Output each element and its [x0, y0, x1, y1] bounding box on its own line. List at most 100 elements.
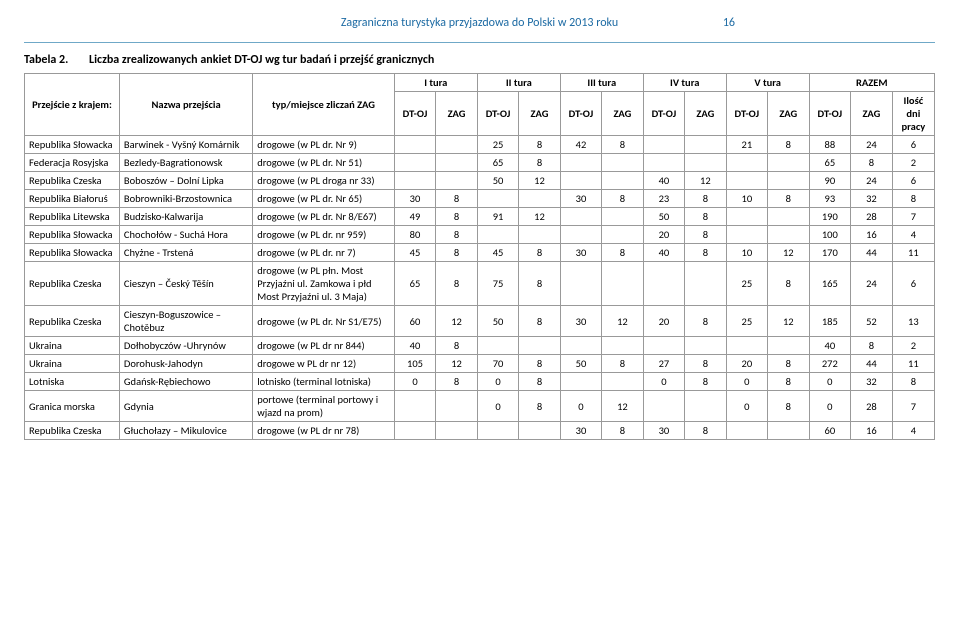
- cell-value: 20: [643, 306, 684, 337]
- cell-value: 30: [394, 190, 435, 208]
- cell-kraj: Ukraina: [25, 337, 120, 355]
- cell-value: 60: [809, 422, 850, 440]
- cell-value: [602, 262, 644, 306]
- cell-value: [602, 337, 644, 355]
- cell-value: [726, 154, 767, 172]
- cell-value: [726, 172, 767, 190]
- cell-value: 32: [851, 373, 893, 391]
- cell-value: 42: [560, 136, 601, 154]
- sub-zag-header: ZAG: [602, 92, 644, 136]
- cell-value: 0: [477, 391, 518, 422]
- cell-value: 8: [519, 306, 561, 337]
- cell-value: 8: [767, 373, 809, 391]
- razem-zag-header: ZAG: [851, 92, 893, 136]
- cell-kraj: Granica morska: [25, 391, 120, 422]
- cell-value: 40: [809, 337, 850, 355]
- cell-value: 105: [394, 355, 435, 373]
- cell-value: [560, 337, 601, 355]
- cell-value: 20: [726, 355, 767, 373]
- cell-value: 25: [477, 136, 518, 154]
- cell-value: 12: [519, 172, 561, 190]
- table-row: Republika CzeskaCieszyn-Boguszowice – Ch…: [25, 306, 935, 337]
- cell-typ: drogowe (w PL dr nr 78): [253, 422, 395, 440]
- cell-value: [560, 172, 601, 190]
- cell-value: [685, 154, 727, 172]
- cell-value: 8: [602, 244, 644, 262]
- cell-value: 8: [685, 355, 727, 373]
- cell-typ: drogowe (w PL dr. Nr 9): [253, 136, 395, 154]
- cell-nazwa: Gdynia: [119, 391, 252, 422]
- cell-value: 8: [602, 136, 644, 154]
- cell-value: [560, 373, 601, 391]
- cell-value: 11: [892, 355, 934, 373]
- cell-value: 8: [602, 355, 644, 373]
- cell-nazwa: Chochołów - Suchá Hora: [119, 226, 252, 244]
- cell-value: [560, 208, 601, 226]
- cell-value: 8: [685, 422, 727, 440]
- cell-value: [602, 172, 644, 190]
- cell-value: 12: [436, 355, 478, 373]
- cell-value: [726, 226, 767, 244]
- tura2-header: II tura: [477, 74, 560, 92]
- cell-value: [643, 136, 684, 154]
- cell-kraj: Republika Słowacka: [25, 136, 120, 154]
- cell-value: [560, 226, 601, 244]
- cell-value: 8: [519, 244, 561, 262]
- cell-kraj: Republika Litewska: [25, 208, 120, 226]
- table-row: UkrainaDorohusk-Jahodyndrogowe w PL dr n…: [25, 355, 935, 373]
- cell-value: 12: [602, 391, 644, 422]
- cell-value: 12: [436, 306, 478, 337]
- cell-value: [560, 262, 601, 306]
- sub-zag-header: ZAG: [519, 92, 561, 136]
- cell-value: [685, 391, 727, 422]
- table-row: LotniskaGdańsk-Rębiechowolotnisko (termi…: [25, 373, 935, 391]
- cell-value: 0: [643, 373, 684, 391]
- cell-value: [643, 337, 684, 355]
- table-row: UkrainaDołhobyczów -Uhrynówdrogowe (w PL…: [25, 337, 935, 355]
- cell-value: 8: [685, 226, 727, 244]
- cell-value: 30: [560, 306, 601, 337]
- sub-dt-header: DT-OJ: [726, 92, 767, 136]
- cell-value: 185: [809, 306, 850, 337]
- cell-value: 8: [892, 373, 934, 391]
- cell-value: 165: [809, 262, 850, 306]
- data-table: Przejście z krajem: Nazwa przejścia typ/…: [24, 73, 935, 440]
- cell-kraj: Republika Słowacka: [25, 244, 120, 262]
- cell-value: [394, 391, 435, 422]
- cell-typ: drogowe (w PL dr. Nr S1/E75): [253, 306, 395, 337]
- cell-value: [394, 154, 435, 172]
- cell-value: [726, 208, 767, 226]
- cell-typ: drogowe (w PL droga nr 33): [253, 172, 395, 190]
- tura5-header: V tura: [726, 74, 809, 92]
- tura4-header: IV tura: [643, 74, 726, 92]
- cell-kraj: Lotniska: [25, 373, 120, 391]
- cell-value: 8: [436, 373, 478, 391]
- cell-value: 6: [892, 136, 934, 154]
- cell-value: 7: [892, 208, 934, 226]
- cell-value: 10: [726, 244, 767, 262]
- cell-value: 0: [726, 391, 767, 422]
- header-rule: [24, 42, 935, 43]
- cell-value: 12: [767, 244, 809, 262]
- cell-value: 7: [892, 391, 934, 422]
- table-row: Republika SłowackaChochołów - Suchá Hora…: [25, 226, 935, 244]
- tura1-header: I tura: [394, 74, 477, 92]
- cell-value: 30: [643, 422, 684, 440]
- cell-value: 11: [892, 244, 934, 262]
- cell-kraj: Republika Czeska: [25, 262, 120, 306]
- cell-kraj: Republika Czeska: [25, 306, 120, 337]
- cell-value: 8: [602, 422, 644, 440]
- cell-value: [767, 208, 809, 226]
- cell-value: 8: [436, 208, 478, 226]
- cell-value: [643, 262, 684, 306]
- cell-value: 6: [892, 172, 934, 190]
- cell-nazwa: Boboszów – Dolní Lipka: [119, 172, 252, 190]
- cell-value: 8: [851, 154, 893, 172]
- cell-typ: drogowe w PL dr nr 12): [253, 355, 395, 373]
- cell-value: 24: [851, 136, 893, 154]
- cell-value: 8: [767, 355, 809, 373]
- cell-value: 0: [477, 373, 518, 391]
- caption-text: Liczba zrealizowanych ankiet DT-OJ wg tu…: [89, 53, 434, 67]
- cell-value: 25: [726, 306, 767, 337]
- cell-value: 28: [851, 208, 893, 226]
